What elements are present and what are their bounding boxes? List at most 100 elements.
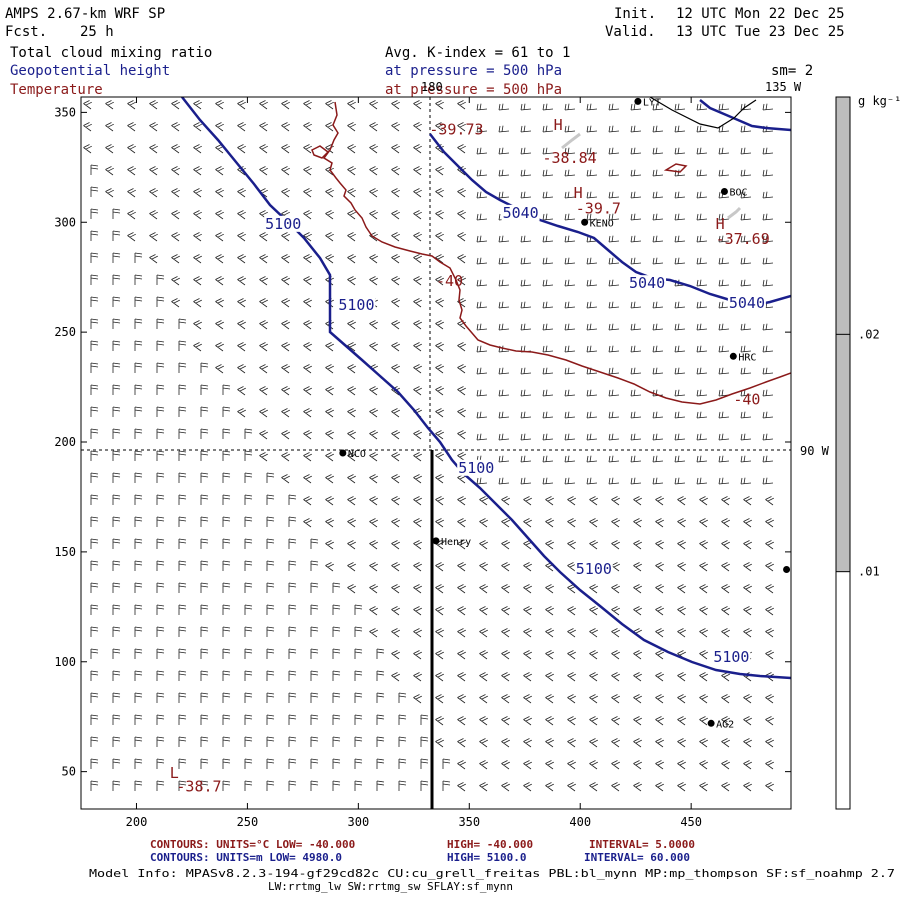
footer-height-high: HIGH= 5100.0 xyxy=(447,851,526,864)
height-contour-label: 5100 xyxy=(713,648,749,666)
y-tick-label: 50 xyxy=(62,765,76,779)
colorbar-frame xyxy=(835,96,851,810)
y-tick-label: 250 xyxy=(54,325,76,339)
meridian-label-90w: 90 W xyxy=(800,444,830,458)
init-value: 12 UTC Mon 22 Dec 25 xyxy=(676,6,845,22)
meridian-label-135w: 135 W xyxy=(765,80,802,94)
temperature-contours xyxy=(311,101,791,405)
height-contour-label: 5100 xyxy=(576,560,612,578)
site-marker xyxy=(432,537,440,545)
height-label-bg xyxy=(337,297,376,314)
site-label: LYT xyxy=(643,97,661,108)
site-marker xyxy=(729,352,737,360)
fcst-value: 25 h xyxy=(80,24,114,40)
height-contour-label: 5040 xyxy=(629,274,665,292)
site-label: NCO xyxy=(348,449,366,460)
colorbar: g kg⁻¹ .02 .01 xyxy=(835,94,900,810)
temperature-contour-small1 xyxy=(311,145,330,159)
height-labels: 5040 5100 5100 5100 5100 5040 5040 5100 xyxy=(264,204,766,666)
site-label: BOC xyxy=(729,187,747,198)
height-contour-ne-corner xyxy=(649,97,757,129)
height-label-bg xyxy=(628,275,667,292)
height-label-bg xyxy=(574,560,613,577)
site-label: HRC xyxy=(738,352,756,363)
height-contour-label: 5040 xyxy=(503,204,539,222)
plot-frame xyxy=(80,96,792,810)
field1-extra: Avg. K-index = 61 to 1 xyxy=(385,45,570,61)
field3-extra: at pressure = 500 hPa xyxy=(385,82,562,98)
footer-temp-contours: CONTOURS: UNITS=°C LOW= -40.000 xyxy=(150,838,355,851)
height-contour-label: 5100 xyxy=(265,215,301,233)
x-axis: 200 250 300 350 400 450 xyxy=(126,97,702,829)
height-contour-label: 5040 xyxy=(729,294,765,312)
colorbar-tick-label: .02 xyxy=(858,327,880,341)
temperature-contour-label: -37.69 xyxy=(716,230,770,248)
height-contour-label: 5100 xyxy=(338,296,374,314)
height-contour-5100-west xyxy=(181,97,791,680)
field3-title: Temperature xyxy=(10,82,103,98)
site-marker xyxy=(783,565,791,573)
footer-height-contours: CONTOURS: UNITS=m LOW= 4980.0 xyxy=(150,851,342,864)
y-tick-label: 350 xyxy=(54,105,76,119)
height-label-bg xyxy=(501,204,540,221)
height-contour-5040-ne xyxy=(699,99,791,132)
height-label-bg xyxy=(712,648,751,665)
site-marker xyxy=(707,719,715,727)
meridian-label-180: 180 xyxy=(421,80,443,94)
y-tick-label: 200 xyxy=(54,435,76,449)
footer-model-info: Model Info: MPASv8.2.3-194-gf29cd82c CU:… xyxy=(89,867,895,880)
valid-label: Valid. xyxy=(605,24,656,40)
temperature-contour-label: -39.7 xyxy=(576,199,621,217)
x-tick-label: 400 xyxy=(569,815,591,829)
field2-extra: at pressure = 500 hPa xyxy=(385,63,562,79)
colorbar-unit: g kg⁻¹ xyxy=(858,94,900,108)
wind-barb-field xyxy=(83,100,774,792)
cloud-patches xyxy=(561,132,742,220)
site-label: AG2 xyxy=(716,719,734,730)
footer-temp-interval: INTERVAL= 5.0000 xyxy=(589,838,695,851)
extremum-symbol: L xyxy=(170,764,179,782)
field1-title: Total cloud mixing ratio xyxy=(10,45,212,61)
site-marker xyxy=(339,449,347,457)
temperature-labels: -39.73 -38.84 -39.7 -37.69 -40 -40 -38.7 xyxy=(176,120,769,795)
smoothing-label: sm= 2 xyxy=(771,63,813,79)
temperature-contour-minus40 xyxy=(322,101,791,405)
site-marker xyxy=(581,218,589,226)
height-contour-5040-north xyxy=(429,133,791,308)
valid-value: 13 UTC Tue 23 Dec 25 xyxy=(676,24,845,40)
y-tick-label: 300 xyxy=(54,215,76,229)
model-title: AMPS 2.67-km WRF SP xyxy=(5,6,165,22)
footer-model-info-2: LW:rrtmg_lw SW:rrtmg_sw SFLAY:sf_mynn xyxy=(268,880,513,893)
height-label-bg xyxy=(264,215,303,232)
footer: CONTOURS: UNITS=°C LOW= -40.000 HIGH= -4… xyxy=(89,838,895,893)
site-label: Henry xyxy=(441,537,471,548)
temperature-contour-label: -39.73 xyxy=(429,120,483,138)
extremum-symbol: H xyxy=(716,215,725,233)
site-label: KENO xyxy=(590,218,614,229)
colorbar-ticks: .02 .01 xyxy=(836,327,880,579)
colorbar-tick-label: .01 xyxy=(858,565,880,579)
temperature-contour-label: -40 xyxy=(733,391,760,409)
temperature-contour-label: -40 xyxy=(436,272,463,290)
extrema-symbols: H H H L xyxy=(170,116,725,782)
init-label: Init. xyxy=(614,6,656,22)
wind-barbs xyxy=(83,100,774,792)
x-tick-label: 450 xyxy=(680,815,702,829)
site-marker xyxy=(634,97,642,105)
x-tick-label: 300 xyxy=(348,815,370,829)
height-contour-label: 5100 xyxy=(458,459,494,477)
extremum-symbol: H xyxy=(554,116,563,134)
plot-area: NCO Henry KENO BOC HRC AG2 LYT 5040 5100 5100 510… xyxy=(81,97,791,809)
temperature-contour-label: -38.7 xyxy=(176,777,221,795)
header: AMPS 2.67-km WRF SP Fcst. 25 h Init. 12 … xyxy=(5,6,845,98)
x-tick-label: 350 xyxy=(458,815,480,829)
fcst-label: Fcst. xyxy=(5,24,47,40)
x-tick-label: 200 xyxy=(126,815,148,829)
height-label-bg xyxy=(457,459,496,476)
height-label-bg xyxy=(727,294,766,311)
height-contours xyxy=(181,97,791,680)
x-tick-label: 250 xyxy=(237,815,259,829)
y-tick-label: 100 xyxy=(54,655,76,669)
temperature-contour-label: -38.84 xyxy=(543,149,597,167)
